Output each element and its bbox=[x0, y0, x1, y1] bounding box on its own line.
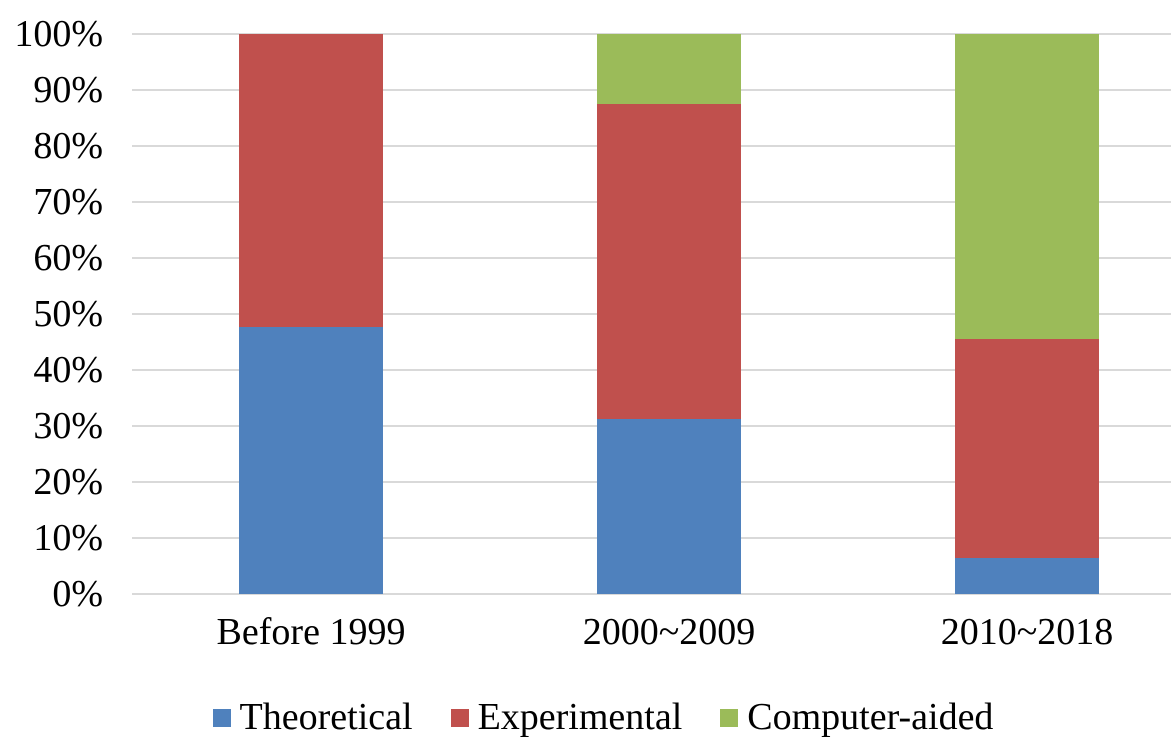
y-tick-label-100: 100% bbox=[14, 13, 103, 55]
y-tick-label-70: 70% bbox=[33, 181, 103, 223]
legend: Theoretical Experimental Computer-aided bbox=[0, 694, 1171, 740]
y-tick-label-20: 20% bbox=[33, 461, 103, 503]
y-axis: 0% 10% 20% 30% 40% 50% 60% 70% 80% 90% 100% bbox=[0, 15, 103, 613]
legend-item-experimental: Experimental bbox=[450, 696, 683, 738]
x-tick-label-2: 2000~2009 bbox=[582, 611, 756, 653]
bar-segment-theoretical bbox=[239, 327, 383, 594]
gridline-0 bbox=[132, 593, 1171, 595]
y-tick-label-0: 0% bbox=[52, 573, 103, 615]
legend-item-computer-aided: Computer-aided bbox=[720, 698, 993, 736]
bar-segment-experimental bbox=[597, 104, 741, 419]
bar-before-1999 bbox=[239, 34, 383, 594]
y-tick-label-30: 30% bbox=[33, 405, 103, 447]
legend-item-theoretical: Theoretical bbox=[212, 696, 413, 738]
y-tick-label-50: 50% bbox=[33, 293, 103, 335]
y-tick-label-80: 80% bbox=[33, 125, 103, 167]
bar-segment-computer-aided bbox=[597, 34, 741, 104]
plot-area bbox=[132, 33, 1171, 595]
legend-label: Experimental bbox=[477, 696, 683, 738]
legend-label: Theoretical bbox=[239, 696, 413, 738]
y-tick-label-90: 90% bbox=[33, 69, 103, 111]
bar-2000-2009 bbox=[597, 34, 741, 594]
legend-swatch-icon bbox=[450, 709, 469, 727]
x-tick-label-3: 2010~2018 bbox=[940, 611, 1114, 653]
y-tick-label-40: 40% bbox=[33, 349, 103, 391]
bar-segment-theoretical bbox=[597, 418, 741, 594]
bar-segment-computer-aided bbox=[955, 34, 1099, 340]
x-tick-label-1: Before 1999 bbox=[216, 611, 406, 653]
legend-swatch-icon bbox=[720, 709, 739, 727]
legend-swatch-icon bbox=[212, 709, 231, 727]
x-axis: Before 1999 2000~2009 2010~2018 bbox=[132, 613, 1171, 659]
bar-segment-theoretical bbox=[955, 558, 1099, 594]
legend-label: Computer-aided bbox=[747, 696, 994, 738]
y-tick-label-10: 10% bbox=[33, 517, 103, 559]
y-tick-label-60: 60% bbox=[33, 237, 103, 279]
bar-2010-2018 bbox=[955, 34, 1099, 594]
bar-segment-experimental bbox=[239, 34, 383, 328]
bar-segment-experimental bbox=[955, 339, 1099, 559]
